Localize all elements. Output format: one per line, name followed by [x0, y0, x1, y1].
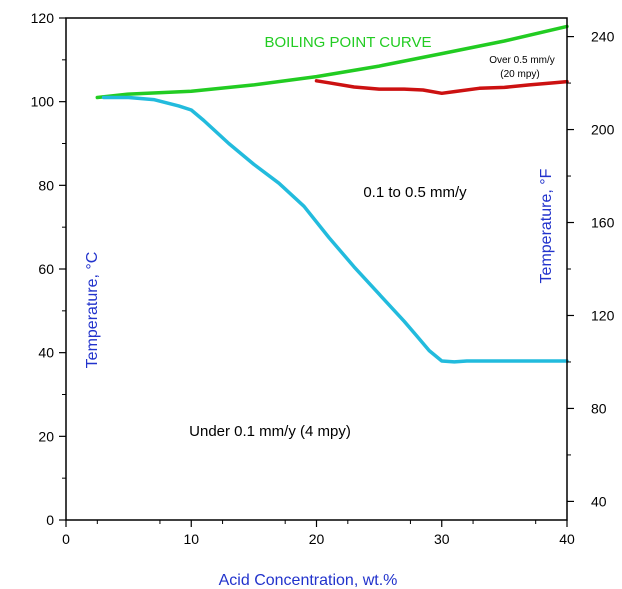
y-tick-label: 40: [38, 345, 54, 361]
boiling-point-line: [95, 24, 569, 100]
over-rate-mpy-label: (20 mpy): [500, 69, 539, 80]
series-layer: [95, 24, 569, 364]
y2-tick-label: 160: [591, 215, 615, 231]
x-tick-label: 0: [62, 531, 70, 547]
y-tick-label: 0: [46, 512, 54, 528]
y2-tick-label: 240: [591, 29, 615, 45]
x-tick-label: 20: [309, 531, 325, 547]
mid-rate-label: 0.1 to 0.5 mm/y: [363, 184, 467, 201]
y-tick-label: 100: [31, 94, 55, 110]
y-tick-label: 20: [38, 428, 54, 444]
x-axis: 0 10 20 30 40: [62, 520, 575, 547]
boiling-point-label: BOILING POINT CURVE: [265, 34, 432, 51]
x-tick-label: 30: [434, 531, 450, 547]
y-axis-right: 40 80 120 160 200 240: [567, 29, 615, 509]
y-tick-label: 80: [38, 177, 54, 193]
under-rate-label: Under 0.1 mm/y (4 mpy): [189, 423, 351, 440]
y-axis-left: 0 20 40 60 80 100 120: [31, 10, 66, 528]
x-tick-label: 40: [559, 531, 575, 547]
y2-tick-label: 80: [591, 400, 607, 416]
x-tick-label: 10: [183, 531, 199, 547]
over-rate-label: Over 0.5 mm/y: [489, 55, 555, 66]
x-axis-title: Acid Concentration, wt.%: [219, 572, 398, 589]
y2-tick-label: 120: [591, 307, 615, 323]
y-axis-title-left: Temperature, °C: [84, 252, 101, 369]
y2-tick-label: 40: [591, 493, 607, 509]
y-tick-label: 120: [31, 10, 55, 26]
y2-tick-label: 200: [591, 122, 615, 138]
over-rate-boundary-line: [314, 79, 569, 96]
y-tick-label: 60: [38, 261, 54, 277]
y-axis-title-right: Temperature, °F: [538, 168, 555, 283]
under-rate-boundary-line: [101, 95, 569, 364]
